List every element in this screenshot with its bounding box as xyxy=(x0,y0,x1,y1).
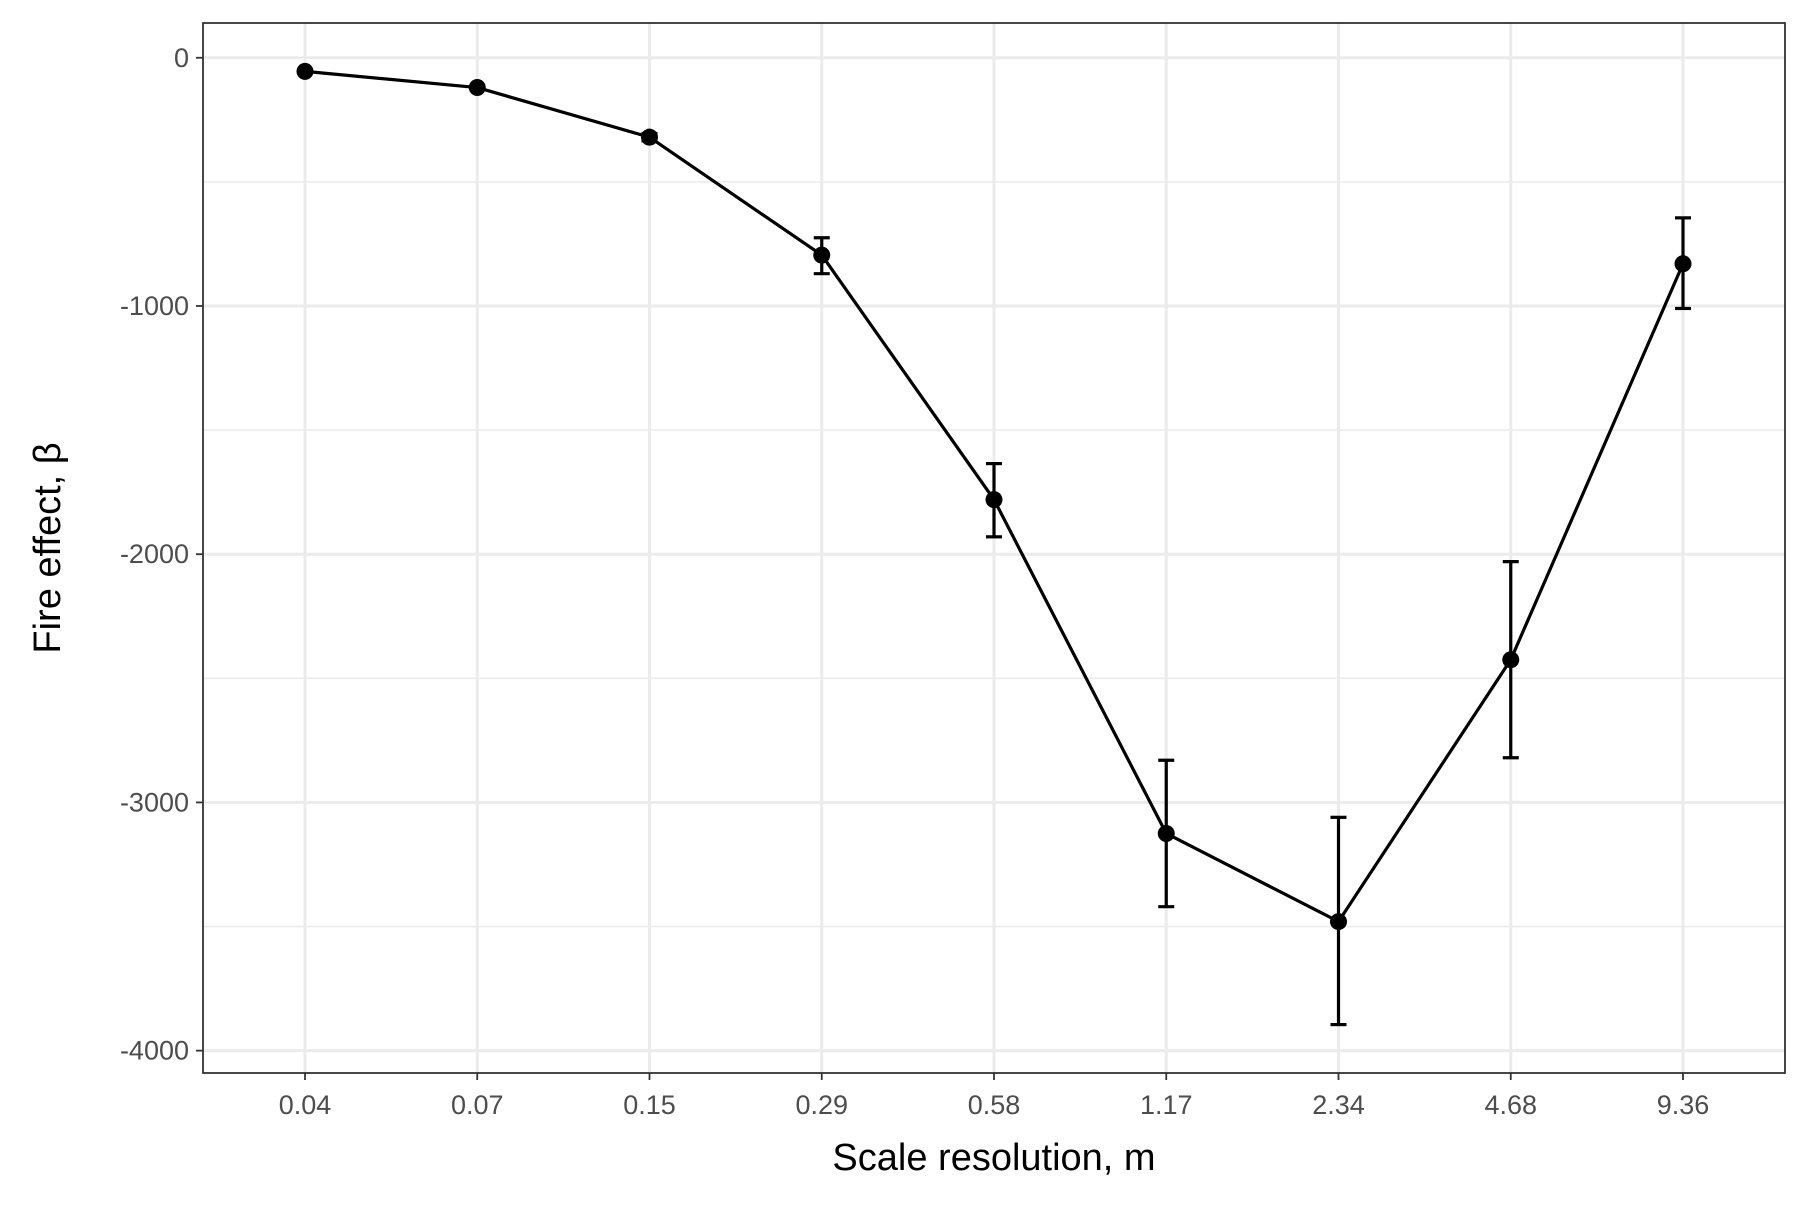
y-tick-label: -3000 xyxy=(120,787,189,817)
x-tick-label: 1.17 xyxy=(1140,1090,1193,1120)
x-tick-label: 0.15 xyxy=(623,1090,676,1120)
data-point xyxy=(985,491,1003,509)
data-point xyxy=(1674,255,1692,273)
y-tick-label: -1000 xyxy=(120,291,189,321)
x-tick-label: 9.36 xyxy=(1657,1090,1710,1120)
grid-lines xyxy=(203,23,1785,1073)
x-tick-label: 0.29 xyxy=(795,1090,848,1120)
data-point xyxy=(1157,824,1175,842)
data-point xyxy=(1502,651,1520,669)
x-tick-label: 2.34 xyxy=(1312,1090,1365,1120)
x-tick-label: 4.68 xyxy=(1484,1090,1537,1120)
data-point xyxy=(1330,913,1347,931)
data-point xyxy=(468,79,486,97)
x-axis-title: Scale resolution, m xyxy=(832,1137,1155,1179)
x-tick-label: 0.07 xyxy=(451,1090,504,1120)
data-point xyxy=(641,128,658,146)
y-axis-title: Fire effect, β xyxy=(27,442,69,653)
x-tick-label: 0.04 xyxy=(279,1090,332,1120)
y-tick-label: -4000 xyxy=(120,1036,189,1066)
x-tick-label: 0.58 xyxy=(968,1090,1021,1120)
data-point xyxy=(296,62,314,80)
axis-ticks: 0 -1000 -2000 -3000 -4000 0.04 0.07 0.15 0.29 0.5… xyxy=(120,43,1709,1120)
data-layer xyxy=(296,62,1692,1027)
y-tick-label: 0 xyxy=(174,43,189,73)
y-tick-label: -2000 xyxy=(120,539,189,569)
data-point xyxy=(813,246,831,264)
